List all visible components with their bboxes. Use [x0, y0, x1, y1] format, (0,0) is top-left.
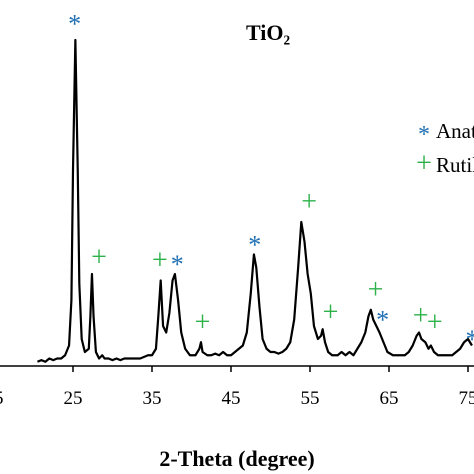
peak-marker: +: [91, 242, 107, 273]
x-tick-label: 25: [63, 388, 82, 409]
peak-marker: *: [248, 231, 261, 260]
peak-marker: *: [376, 305, 389, 334]
peak-marker: +: [195, 307, 211, 338]
peak-marker: +: [413, 300, 429, 331]
legend-label: Rutile: [436, 153, 474, 177]
chart-title: TiO₂: [246, 20, 291, 45]
legend-symbol: *: [418, 122, 430, 148]
peak-marker: +: [152, 245, 168, 276]
peak-marker: +: [427, 307, 443, 338]
x-tick-label: 75: [458, 388, 474, 409]
legend-symbol: +: [416, 148, 432, 179]
x-tick-label: 15: [0, 388, 3, 409]
x-tick-label: 45: [221, 388, 240, 409]
peak-marker: +: [368, 274, 384, 305]
peak-marker: *: [68, 10, 81, 39]
x-tick-label: 35: [142, 388, 161, 409]
peak-marker: *: [171, 250, 184, 279]
legend-label: Anatase: [436, 119, 474, 143]
x-axis-label: 2-Theta (degree): [159, 446, 314, 471]
peak-marker: *: [465, 325, 474, 354]
x-tick-label: 55: [300, 388, 319, 409]
peak-marker: +: [301, 187, 317, 218]
peak-marker: +: [323, 297, 339, 328]
x-tick-label: 65: [379, 388, 398, 409]
xrd-pattern: [37, 38, 473, 363]
